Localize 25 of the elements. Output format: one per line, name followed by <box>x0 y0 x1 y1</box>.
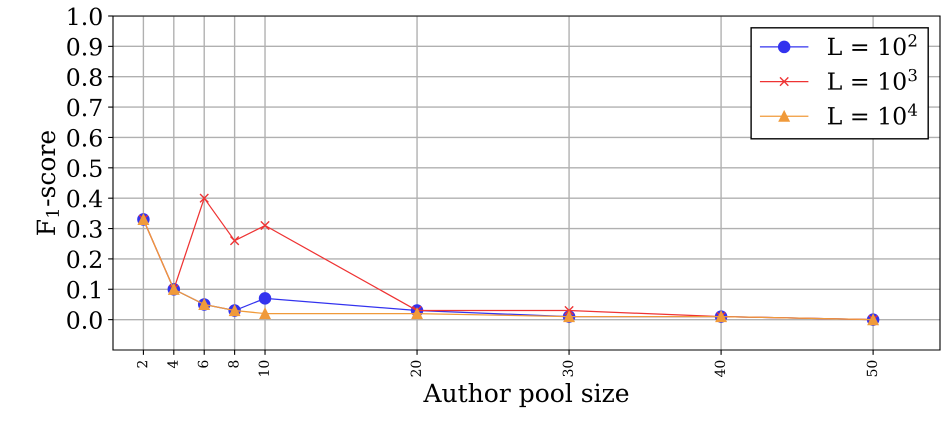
x-axis-title: Author pool size <box>423 382 628 408</box>
y-tick-label: 0.2 <box>67 250 101 268</box>
legend-label: L = 10$^{3}$ <box>828 68 917 90</box>
x-tick-label: 30 <box>562 360 574 376</box>
y-tick-label: 0.5 <box>67 159 102 178</box>
y-tick-label: 0.9 <box>67 38 102 56</box>
y-tick-label: 0.0 <box>67 311 102 329</box>
legend-label: L = 10$^{2}$ <box>828 34 916 56</box>
legend-label: L = 10$^{4}$ <box>828 103 918 125</box>
x-tick-label: 10 <box>258 360 270 376</box>
y-tick-label: 0.3 <box>67 220 102 238</box>
y-tick-label: 0.8 <box>67 68 102 86</box>
x-tick-label: 8 <box>228 360 239 368</box>
y-axis-title: F$_{1}$-score <box>36 131 59 235</box>
x-tick-label: 4 <box>167 360 178 368</box>
y-tick-label: 0.6 <box>67 128 102 147</box>
y-tick-label: 1.0 <box>68 7 102 26</box>
x-tick-label: 50 <box>866 360 878 376</box>
x-tick-label: 2 <box>136 361 148 368</box>
x-tick-label: 40 <box>714 360 726 377</box>
y-tick-label: 0.7 <box>67 98 102 116</box>
x-tick-label: 20 <box>410 360 422 376</box>
y-tick-label: 0.4 <box>67 190 102 208</box>
y-tick-label: 0.1 <box>67 280 100 299</box>
x-tick-label: 6 <box>198 360 208 368</box>
